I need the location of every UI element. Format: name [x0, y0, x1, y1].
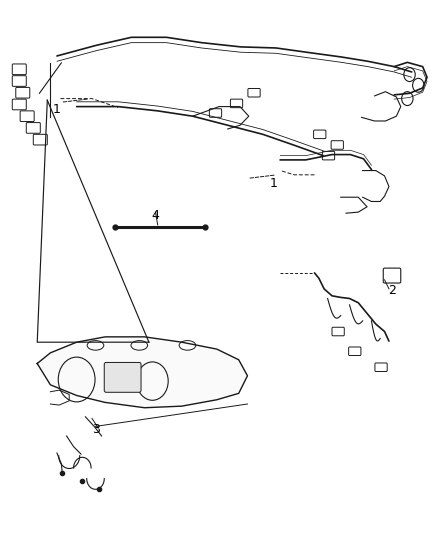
FancyBboxPatch shape — [16, 87, 30, 98]
FancyBboxPatch shape — [375, 363, 387, 372]
FancyBboxPatch shape — [20, 111, 34, 122]
Text: 1: 1 — [270, 177, 278, 190]
FancyBboxPatch shape — [331, 141, 343, 149]
FancyBboxPatch shape — [12, 99, 26, 110]
FancyBboxPatch shape — [33, 134, 47, 145]
FancyBboxPatch shape — [12, 76, 26, 86]
Text: 4: 4 — [152, 209, 159, 222]
FancyBboxPatch shape — [314, 130, 326, 139]
FancyBboxPatch shape — [104, 362, 141, 392]
Text: 3: 3 — [92, 423, 100, 435]
Text: 1: 1 — [53, 103, 61, 116]
FancyBboxPatch shape — [12, 64, 26, 75]
FancyBboxPatch shape — [332, 327, 344, 336]
FancyBboxPatch shape — [26, 123, 40, 133]
FancyBboxPatch shape — [248, 88, 260, 97]
FancyBboxPatch shape — [349, 347, 361, 356]
FancyBboxPatch shape — [322, 151, 335, 160]
FancyBboxPatch shape — [383, 268, 401, 283]
FancyBboxPatch shape — [209, 109, 222, 117]
FancyBboxPatch shape — [230, 99, 243, 108]
Text: 2: 2 — [388, 284, 396, 297]
